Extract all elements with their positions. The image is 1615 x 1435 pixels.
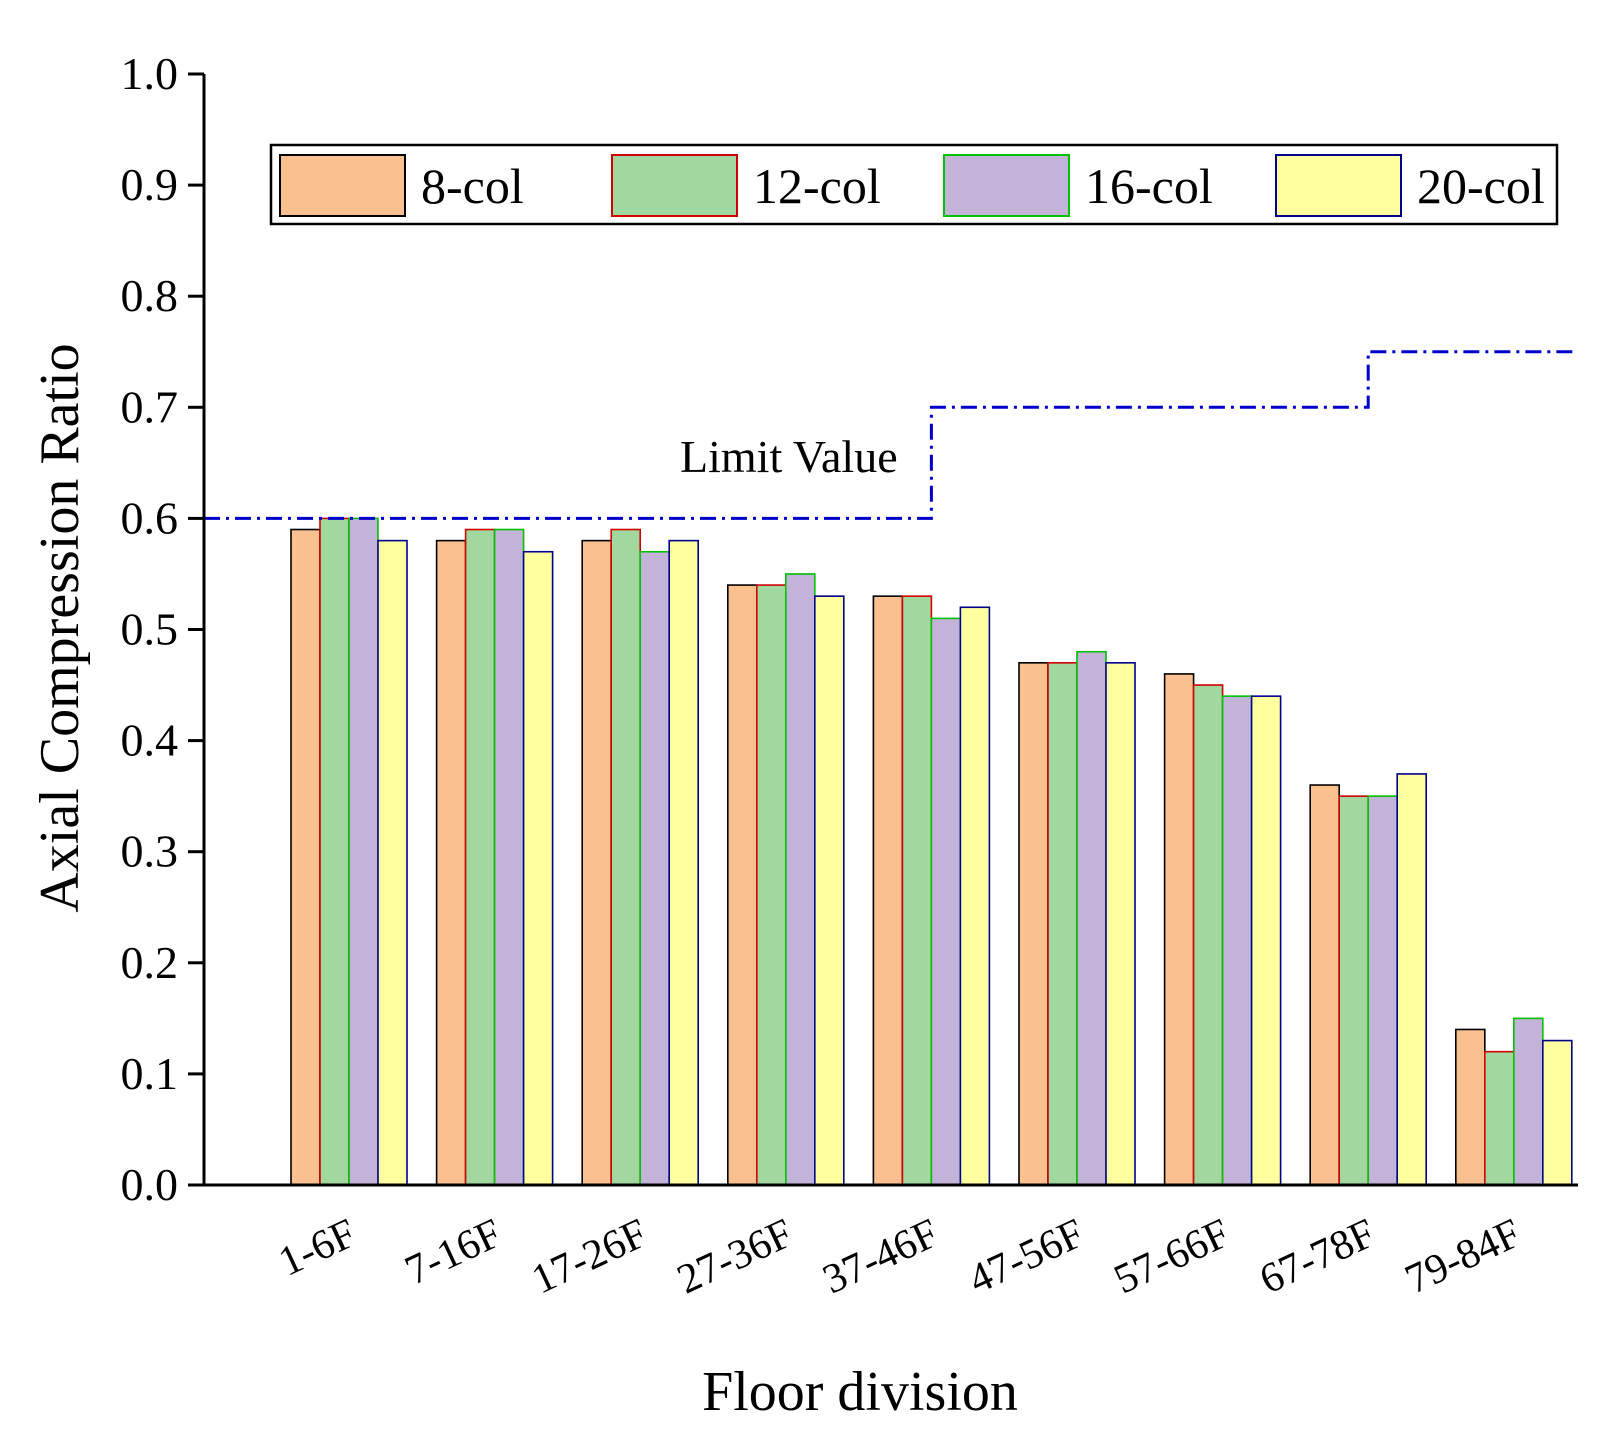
bar-12-col-17-26F bbox=[610, 528, 642, 1186]
x-tick-label: 17-26F bbox=[525, 1210, 654, 1303]
bar-8-col-7-16F bbox=[435, 539, 467, 1186]
bar-12-col-1-6F bbox=[319, 517, 350, 1186]
legend-label-16-col: 16-col bbox=[1085, 158, 1213, 214]
y-tick-label: 0.4 bbox=[121, 715, 179, 766]
y-tick-label: 0.3 bbox=[121, 826, 179, 877]
bar-20-col-47-56F bbox=[1105, 662, 1136, 1186]
bar-16-col-17-26F bbox=[639, 550, 671, 1186]
bar-20-col-67-78F bbox=[1396, 773, 1427, 1186]
x-tick-label: 57-66F bbox=[1107, 1210, 1236, 1303]
bar-20-col-7-16F bbox=[522, 550, 554, 1186]
x-tick-label: 1-6F bbox=[272, 1210, 363, 1285]
x-tick-label: 27-36F bbox=[671, 1210, 800, 1303]
y-tick-label: 0.6 bbox=[121, 492, 179, 543]
bar-16-col-57-66F bbox=[1221, 695, 1253, 1186]
bar-16-col-67-78F bbox=[1367, 795, 1398, 1186]
bar-8-col-37-46F bbox=[872, 595, 904, 1186]
bar-20-col-1-6F bbox=[377, 539, 408, 1186]
bar-20-col-17-26F bbox=[668, 539, 700, 1186]
bar-20-col-79-84F bbox=[1542, 1039, 1573, 1186]
limit-value-line bbox=[204, 350, 1578, 520]
y-tick-label: 0.8 bbox=[121, 270, 179, 321]
y-tick-label: 0.9 bbox=[121, 159, 179, 210]
bar-group bbox=[290, 517, 1573, 1186]
bar-8-col-17-26F bbox=[581, 539, 613, 1186]
y-tick-label: 0.1 bbox=[121, 1048, 179, 1099]
legend-label-20-col: 20-col bbox=[1417, 158, 1545, 214]
bar-8-col-57-66F bbox=[1163, 673, 1195, 1186]
legend-label-8-col: 8-col bbox=[421, 158, 524, 214]
y-tick-label: 0.5 bbox=[121, 604, 179, 655]
legend-swatch-8-col bbox=[279, 154, 406, 217]
bar-20-col-37-46F bbox=[959, 606, 991, 1186]
bar-12-col-7-16F bbox=[464, 528, 496, 1186]
x-axis-title: Floor division bbox=[702, 1361, 1018, 1423]
bar-8-col-79-84F bbox=[1455, 1028, 1486, 1186]
y-tick-label: 0.7 bbox=[121, 381, 179, 432]
y-tick-label: 0.0 bbox=[121, 1159, 179, 1210]
bar-12-col-37-46F bbox=[901, 595, 933, 1186]
bar-8-col-27-36F bbox=[726, 584, 758, 1186]
bar-12-col-79-84F bbox=[1484, 1050, 1515, 1186]
bar-16-col-1-6F bbox=[348, 517, 379, 1186]
bar-8-col-47-56F bbox=[1018, 662, 1049, 1186]
bar-12-col-27-36F bbox=[755, 584, 787, 1186]
bar-16-col-37-46F bbox=[930, 617, 962, 1186]
legend: 8-col 12-col 16-col 20-col bbox=[269, 143, 1559, 226]
bar-16-col-79-84F bbox=[1513, 1017, 1544, 1186]
limit-line-group bbox=[204, 350, 1578, 520]
x-tick-label: 47-56F bbox=[962, 1210, 1091, 1303]
y-tick-label: 1.0 bbox=[121, 48, 179, 99]
x-tick-label: 37-46F bbox=[816, 1210, 945, 1303]
x-tick-label: 7-16F bbox=[398, 1210, 508, 1294]
bar-16-col-27-36F bbox=[784, 573, 816, 1186]
bar-20-col-57-66F bbox=[1250, 695, 1282, 1186]
bar-20-col-27-36F bbox=[813, 595, 845, 1186]
legend-label-12-col: 12-col bbox=[753, 158, 881, 214]
bar-8-col-1-6F bbox=[290, 528, 321, 1186]
y-axis-title: Axial Compression Ratio bbox=[29, 343, 91, 912]
bar-12-col-47-56F bbox=[1047, 662, 1078, 1186]
legend-swatch-12-col bbox=[611, 154, 738, 217]
bar-8-col-67-78F bbox=[1309, 784, 1340, 1186]
bar-12-col-67-78F bbox=[1338, 795, 1369, 1186]
legend-swatch-16-col bbox=[943, 154, 1070, 217]
bar-16-col-7-16F bbox=[493, 528, 525, 1186]
bar-16-col-47-56F bbox=[1076, 650, 1107, 1186]
legend-swatch-20-col bbox=[1275, 154, 1402, 217]
limit-value-label: Limit Value bbox=[680, 431, 898, 482]
bar-12-col-57-66F bbox=[1192, 684, 1224, 1186]
x-tick-label: 67-78F bbox=[1253, 1210, 1382, 1303]
x-tick-label: 79-84F bbox=[1399, 1210, 1528, 1303]
y-tick-label: 0.2 bbox=[121, 937, 179, 988]
